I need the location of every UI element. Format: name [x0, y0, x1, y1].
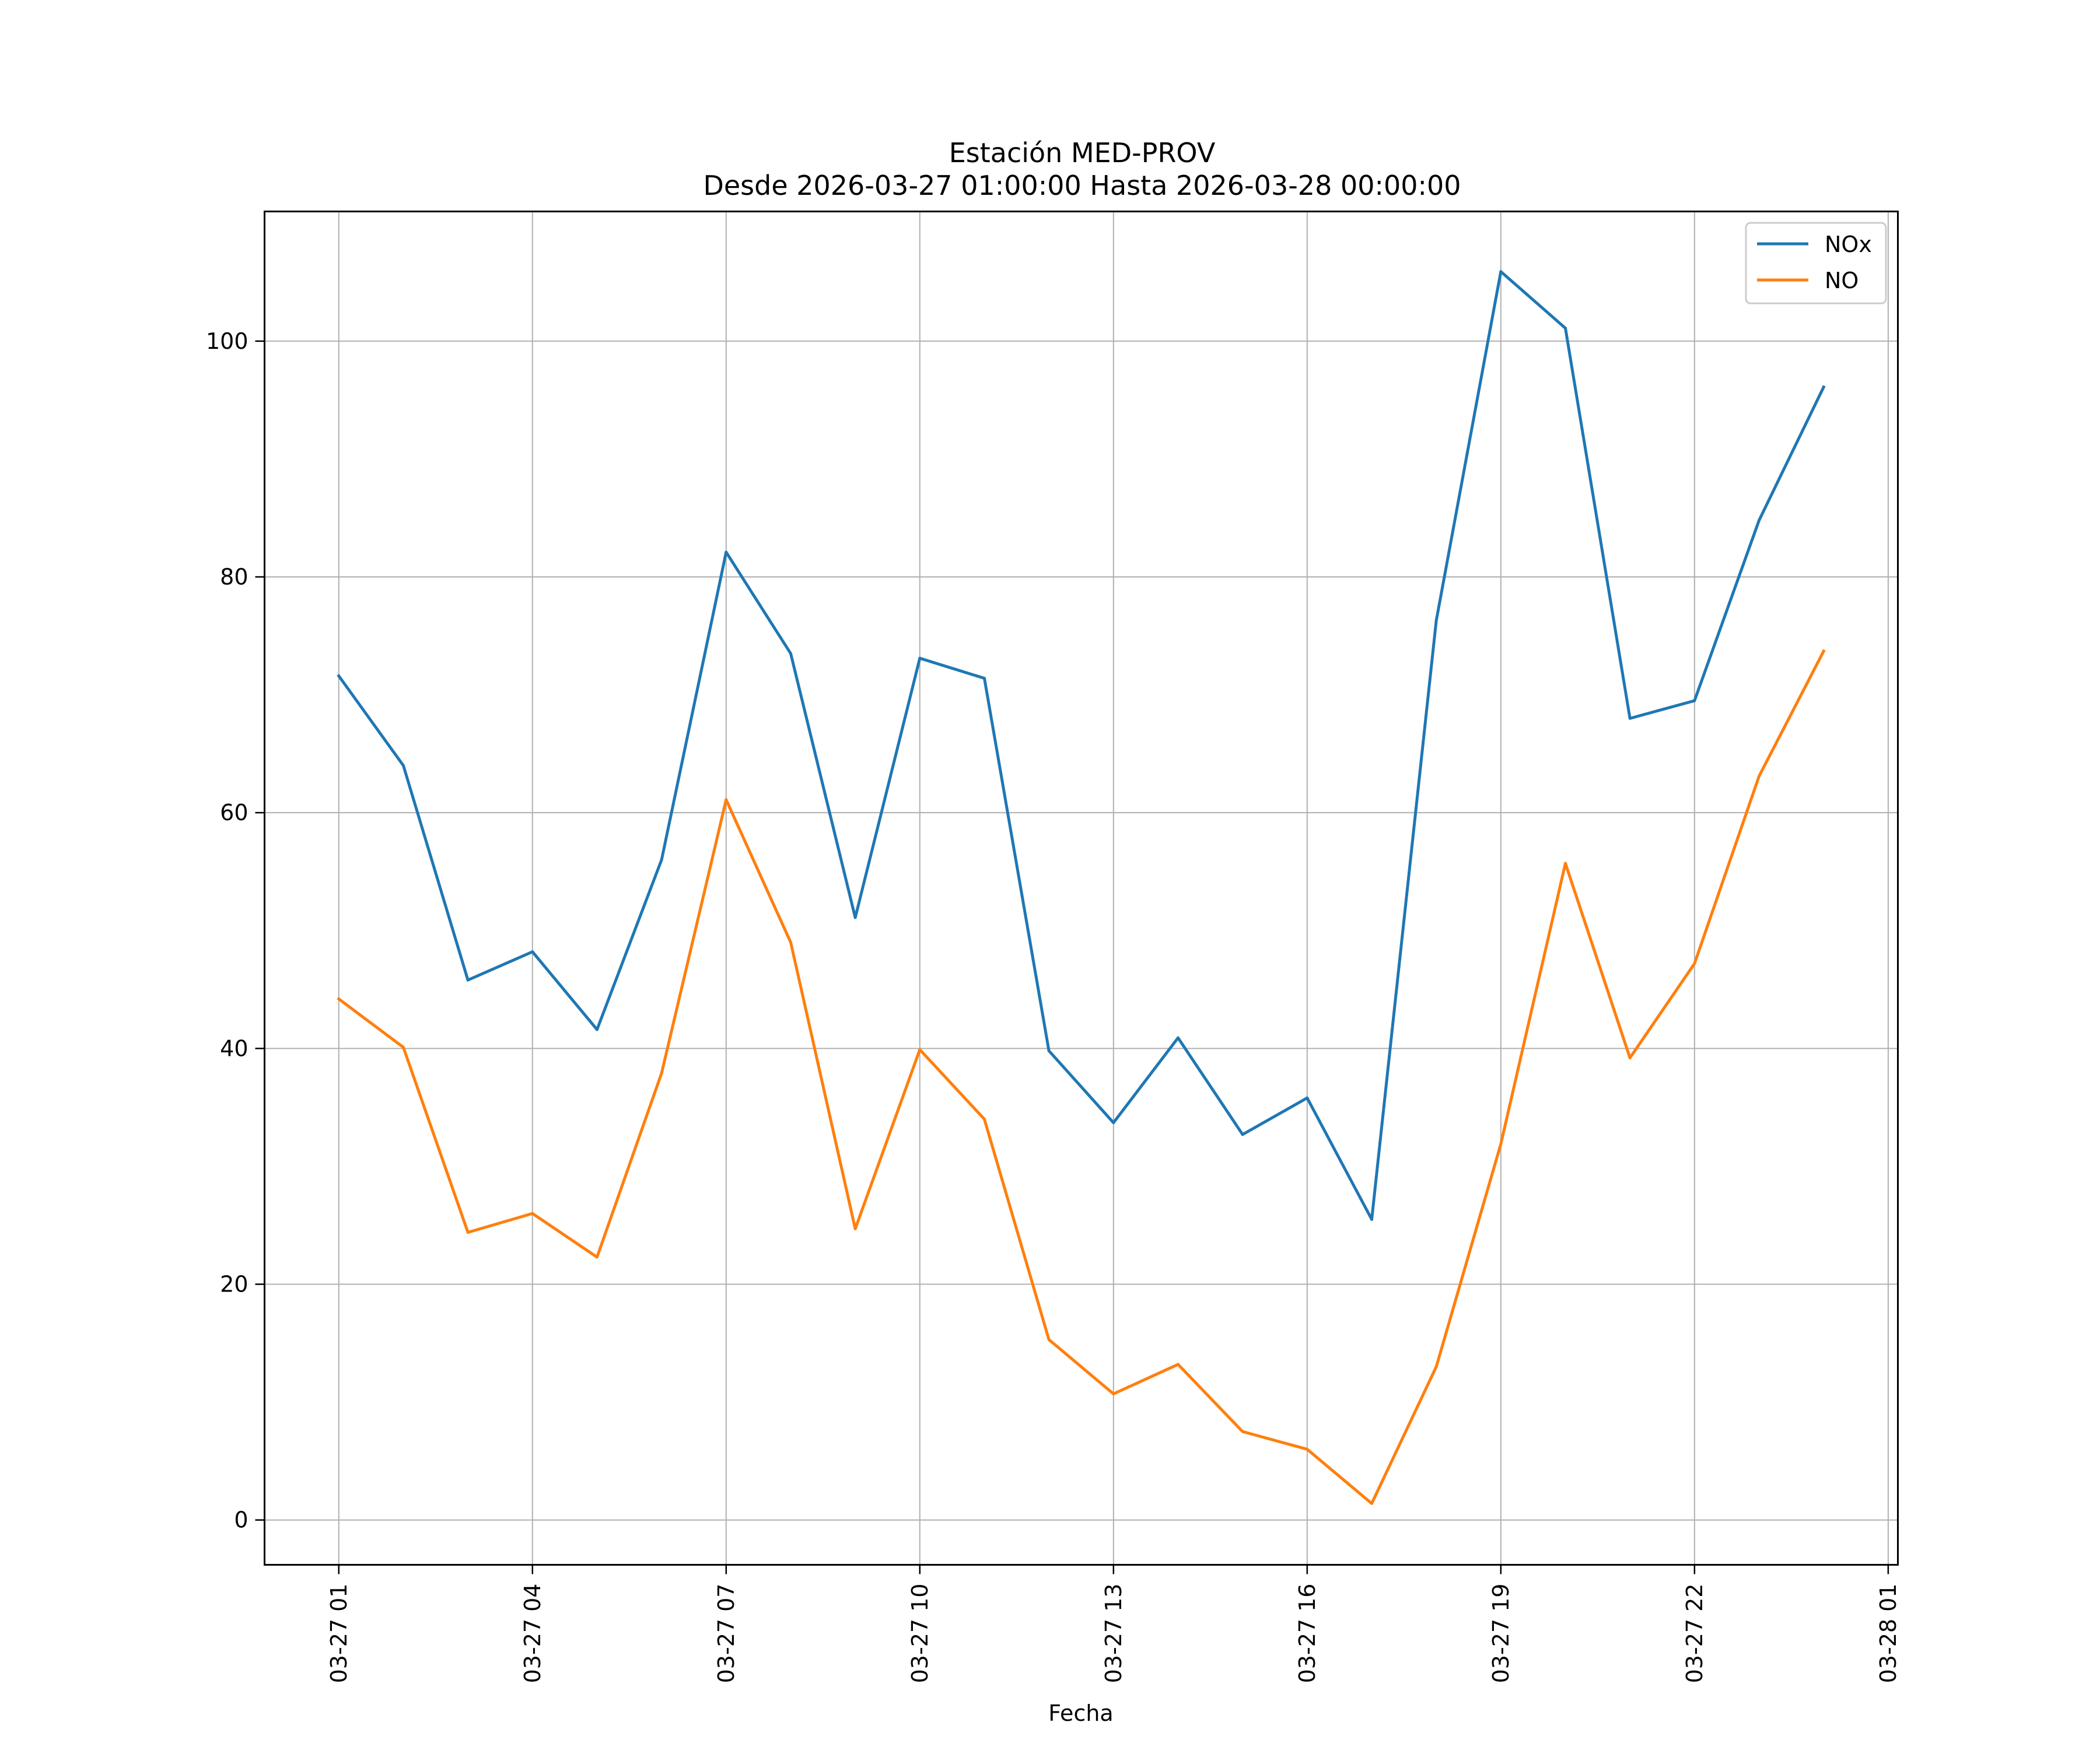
data-point-no: [1758, 775, 1761, 778]
x-axis: 03-27 01 03-27 04 03-27 07 03-27 10 03-27 13…: [326, 1564, 1901, 1684]
x-tick-label: 03-27 10: [907, 1584, 933, 1684]
data-point-nox: [789, 652, 792, 655]
data-point-nox: [1177, 1036, 1180, 1040]
data-point-nox: [595, 1028, 598, 1031]
data-point-no: [1112, 1392, 1115, 1395]
data-point-nox: [401, 764, 405, 767]
y-tick-label: 100: [206, 328, 249, 354]
data-point-nox: [1047, 1049, 1051, 1052]
legend-label-no: NO: [1825, 268, 1859, 293]
data-point-nox: [660, 858, 663, 862]
y-tick-label: 20: [220, 1272, 248, 1297]
grid: [264, 211, 1898, 1565]
data-point-no: [982, 1118, 986, 1121]
data-point-nox: [1434, 619, 1438, 622]
data-point-nox: [853, 916, 857, 919]
data-point-no: [466, 1231, 470, 1234]
data-point-no: [1177, 1363, 1180, 1366]
x-tick-label: 03-27 07: [713, 1584, 739, 1684]
data-point-no: [595, 1255, 598, 1259]
data-point-no: [1693, 962, 1696, 965]
data-point-no: [1434, 1365, 1438, 1368]
data-point-no: [337, 997, 341, 1000]
series-lines: [337, 270, 1826, 1505]
data-point-nox: [724, 551, 728, 554]
data-point-no: [531, 1212, 534, 1215]
data-point-no: [918, 1048, 922, 1051]
data-point-no: [1822, 649, 1825, 653]
data-point-nox: [1564, 327, 1567, 330]
data-point-nox: [1693, 699, 1696, 702]
chart-subtitle: Desde 2026-03-27 01:00:00 Hasta 2026-03-…: [703, 170, 1461, 201]
x-tick-label: 03-27 22: [1682, 1584, 1707, 1684]
data-point-nox: [1370, 1217, 1374, 1221]
data-point-no: [1241, 1430, 1244, 1433]
x-tick-label: 03-27 01: [326, 1584, 352, 1684]
y-tick-label: 40: [220, 1035, 248, 1061]
data-point-no: [1628, 1056, 1632, 1060]
x-tick-label: 03-27 04: [520, 1584, 545, 1684]
data-point-nox: [531, 950, 534, 954]
data-point-nox: [1112, 1121, 1115, 1125]
data-point-nox: [1822, 386, 1825, 389]
x-tick-label: 03-27 16: [1294, 1584, 1320, 1684]
y-tick-label: 0: [234, 1507, 248, 1533]
x-tick-label: 03-28 01: [1875, 1584, 1901, 1684]
data-point-no: [1306, 1447, 1309, 1451]
data-point-no: [853, 1227, 857, 1231]
data-point-nox: [1628, 716, 1632, 720]
y-tick-label: 60: [220, 800, 248, 825]
legend-label-nox: NOx: [1825, 232, 1872, 257]
data-point-no: [1047, 1338, 1051, 1342]
data-point-nox: [1499, 270, 1503, 274]
x-axis-label: Fecha: [1048, 1700, 1113, 1726]
data-point-no: [1370, 1502, 1374, 1505]
data-point-no: [660, 1072, 663, 1075]
data-point-no: [1499, 1142, 1503, 1146]
series-line-no: [337, 649, 1826, 1505]
x-tick-label: 03-27 13: [1101, 1584, 1126, 1684]
data-point-nox: [918, 656, 922, 660]
y-axis: 0 20 40 60 80 100: [206, 328, 265, 1533]
legend: NOx NO: [1745, 222, 1887, 304]
x-tick-label: 03-27 19: [1488, 1584, 1514, 1684]
data-point-nox: [337, 674, 341, 678]
y-tick-label: 80: [220, 564, 248, 590]
data-point-nox: [466, 978, 470, 982]
data-point-nox: [1306, 1096, 1309, 1100]
data-point-no: [724, 798, 728, 802]
data-point-no: [1564, 862, 1567, 865]
data-point-nox: [982, 677, 986, 680]
data-point-no: [401, 1045, 405, 1049]
chart-title: Estación MED-PROV: [949, 137, 1216, 169]
plot-frame: [264, 211, 1899, 1566]
data-point-nox: [1758, 519, 1761, 522]
series-line-nox: [337, 270, 1826, 1221]
data-point-no: [789, 940, 792, 944]
data-point-nox: [1241, 1133, 1244, 1136]
